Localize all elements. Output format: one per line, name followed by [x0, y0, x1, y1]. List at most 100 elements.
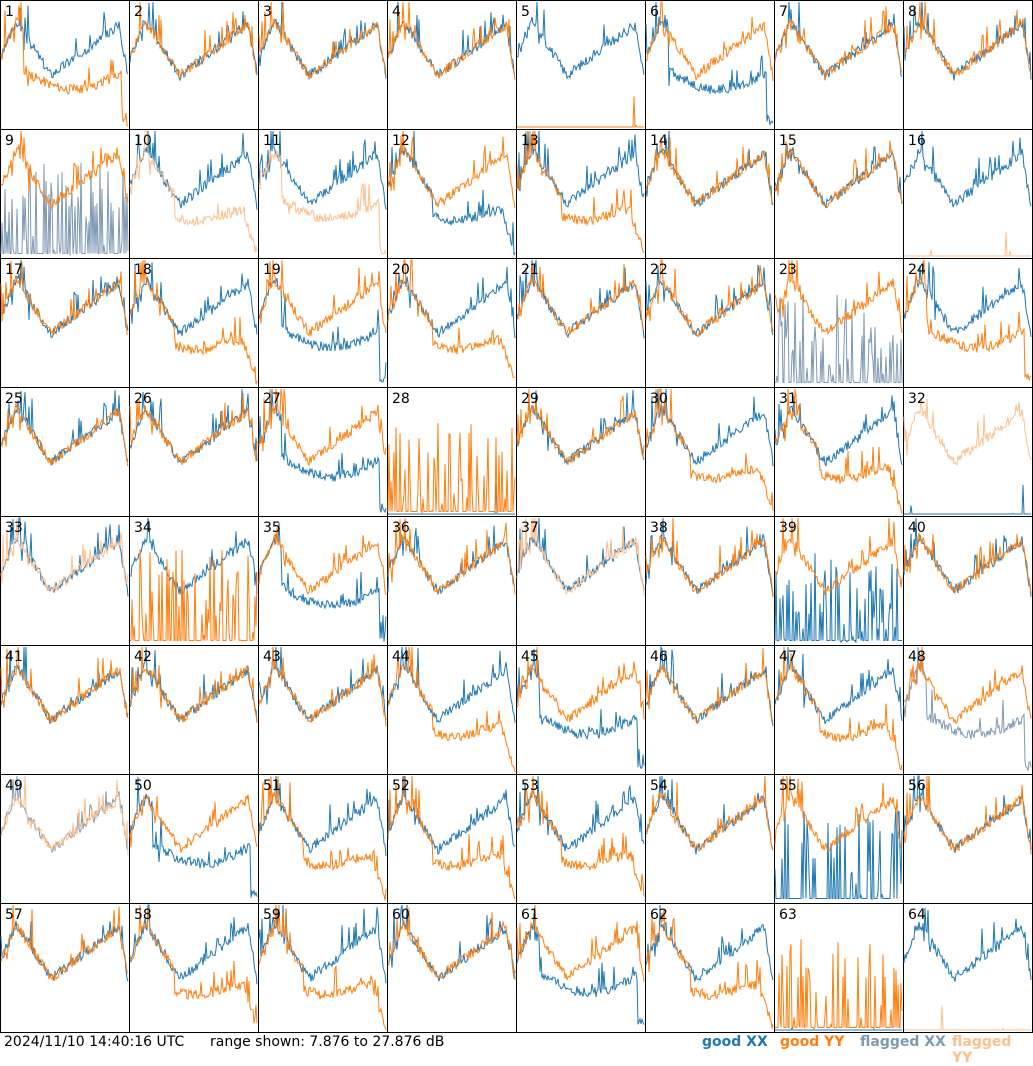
series-xx — [904, 484, 1031, 515]
series-yy — [516, 775, 645, 897]
series-yy — [775, 939, 903, 1030]
series-yy — [516, 904, 645, 982]
series-yy — [129, 392, 258, 466]
series-yy — [516, 130, 645, 254]
series-yy — [129, 646, 258, 723]
panel-61: 61 — [516, 903, 646, 1033]
series-yy — [129, 259, 258, 385]
series-yy — [904, 1005, 1031, 1031]
panel-label: 7 — [779, 4, 788, 20]
series-yy — [774, 6, 903, 80]
series-yy — [903, 397, 1032, 466]
panel-32: 32 — [903, 387, 1033, 517]
panel-39: 39 — [774, 516, 904, 646]
panel-63: 63 — [774, 903, 904, 1033]
panel-label: 57 — [5, 907, 23, 923]
series-yy — [903, 775, 1032, 855]
panel-38: 38 — [645, 516, 775, 646]
series-yy — [387, 646, 516, 773]
series-yy — [0, 775, 129, 856]
panel-frame — [129, 645, 259, 775]
panel-60: 60 — [387, 903, 517, 1033]
panel-25: 25 — [0, 387, 130, 517]
series-yy — [774, 259, 903, 336]
panel-label: 52 — [392, 778, 410, 794]
panel-frame — [903, 0, 1033, 130]
panel-1: 1 — [0, 0, 130, 130]
panel-label: 25 — [5, 391, 23, 407]
series-xx — [129, 130, 258, 210]
series-yy — [645, 388, 774, 511]
series-xx — [516, 389, 645, 465]
panel-label: 54 — [650, 778, 668, 794]
panel-29: 29 — [516, 387, 646, 517]
panel-label: 58 — [134, 907, 152, 923]
series-xx — [0, 920, 129, 982]
series-yy — [0, 517, 129, 594]
panel-12: 12 — [387, 129, 517, 259]
series-yy — [517, 96, 644, 129]
timestamp: 2024/11/10 14:40:16 UTC — [4, 1034, 185, 1050]
panel-label: 41 — [5, 649, 23, 665]
series-yy — [258, 150, 387, 255]
series-xx — [516, 130, 645, 208]
series-xx — [129, 904, 258, 985]
panel-30: 30 — [645, 387, 775, 517]
panel-23: 23 — [774, 258, 904, 388]
panel-frame — [0, 645, 130, 775]
panel-label: 4 — [392, 4, 401, 20]
panel-label: 16 — [908, 133, 926, 149]
series-yy — [258, 259, 387, 337]
panel-label: 59 — [263, 907, 281, 923]
series-yy — [774, 646, 903, 772]
panel-label: 60 — [392, 907, 410, 923]
panel-35: 35 — [258, 516, 388, 646]
panel-41: 41 — [0, 645, 130, 775]
panel-label: 36 — [392, 520, 410, 536]
series-xx — [516, 1, 645, 80]
panel-label: 33 — [5, 520, 23, 536]
series-yy — [516, 646, 645, 723]
panel-label: 22 — [650, 262, 668, 278]
series-yy — [129, 130, 258, 253]
panel-label: 24 — [908, 262, 926, 278]
series-xx — [258, 130, 387, 210]
panel-label: 27 — [263, 391, 281, 407]
series-yy — [387, 907, 516, 980]
panel-27: 27 — [258, 387, 388, 517]
series-xx — [774, 646, 903, 725]
panel-55: 55 — [774, 774, 904, 904]
series-xx — [775, 294, 903, 384]
series-yy — [645, 908, 774, 1029]
panel-label: 35 — [263, 520, 281, 536]
series-yy — [774, 388, 903, 515]
panel-label: 9 — [5, 133, 14, 149]
panel-62: 62 — [645, 903, 775, 1033]
series-yy — [258, 388, 387, 468]
panel-49: 49 — [0, 774, 130, 904]
panel-label: 63 — [779, 907, 797, 923]
panel-11: 11 — [258, 129, 388, 259]
panel-frame — [129, 0, 259, 130]
range-label: range shown: 7.876 to 27.876 dB — [210, 1034, 445, 1050]
panel-label: 48 — [908, 649, 926, 665]
panel-label: 17 — [5, 262, 23, 278]
series-xx — [516, 775, 645, 852]
legend-flagged-yy: flagged YY — [952, 1034, 1012, 1066]
panel-label: 12 — [392, 133, 410, 149]
panel-label: 47 — [779, 649, 797, 665]
series-yy — [645, 1, 774, 82]
panel-label: 23 — [779, 262, 797, 278]
panel-26: 26 — [129, 387, 259, 517]
panel-label: 40 — [908, 520, 926, 536]
panel-label: 15 — [779, 133, 797, 149]
legend-good-xx: good XX — [702, 1034, 768, 1050]
series-xx — [129, 776, 258, 898]
panel-17: 17 — [0, 258, 130, 388]
panel-54: 54 — [645, 774, 775, 904]
panel-8: 8 — [903, 0, 1033, 130]
series-xx — [0, 162, 129, 256]
panel-9: 9 — [0, 129, 130, 259]
panel-label: 28 — [392, 391, 410, 407]
